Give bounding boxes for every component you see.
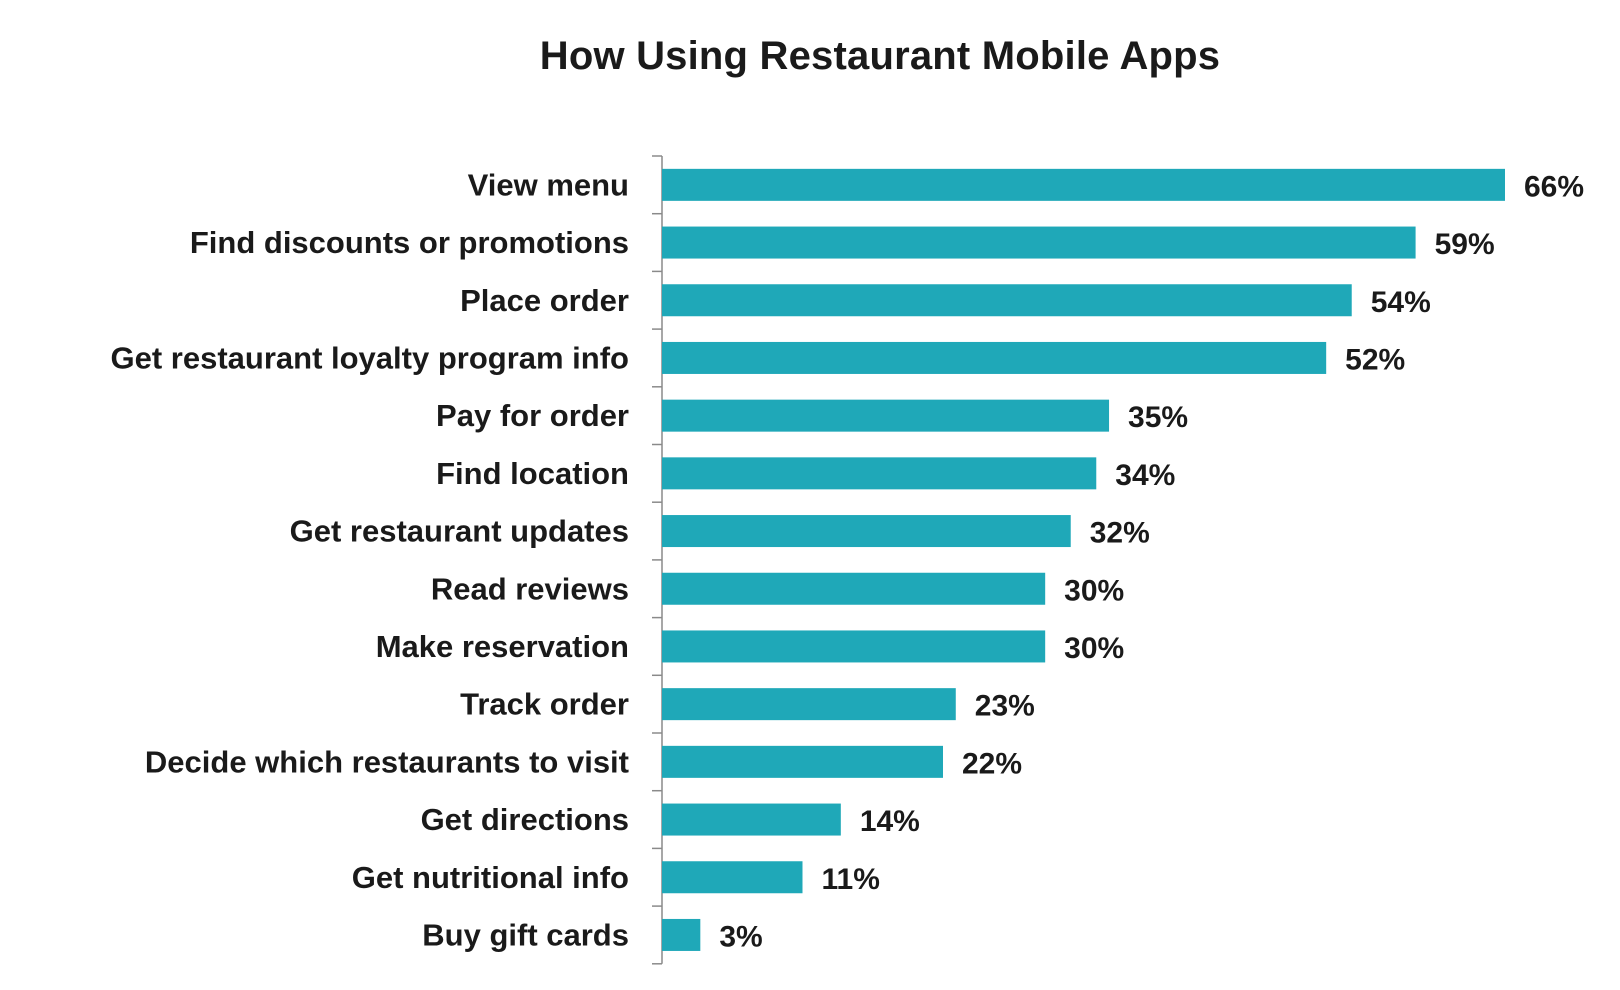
value-label: 23% — [975, 690, 1035, 723]
category-labels: View menu Find discounts or promotions Pla… — [111, 167, 630, 952]
category-label: Find location — [436, 456, 629, 491]
value-label: 30% — [1064, 574, 1124, 607]
category-label: Get restaurant updates — [290, 514, 629, 549]
bar — [662, 168, 1505, 201]
bar — [662, 745, 943, 778]
value-label: 52% — [1345, 343, 1405, 376]
category-label: View menu — [468, 167, 629, 202]
category-label: Make reservation — [376, 629, 629, 664]
bar — [662, 284, 1352, 317]
value-label: 11% — [822, 863, 880, 896]
value-label: 14% — [860, 805, 920, 838]
category-label: Buy gift cards — [422, 917, 629, 952]
bar — [662, 399, 1110, 432]
bar — [662, 918, 701, 951]
category-label: Place order — [460, 283, 629, 318]
value-label: 35% — [1128, 401, 1188, 434]
value-label: 32% — [1090, 517, 1150, 550]
value-label: 66% — [1524, 170, 1584, 203]
category-label: Get nutritional info — [352, 860, 629, 895]
bar — [662, 341, 1327, 374]
category-label: Track order — [460, 687, 629, 722]
value-label: 3% — [719, 920, 762, 953]
category-label: Read reviews — [431, 571, 629, 606]
bars-layer — [662, 168, 1505, 951]
bar — [662, 226, 1416, 259]
category-label: Get restaurant loyalty program info — [111, 340, 630, 375]
bar — [662, 861, 803, 894]
value-label: 22% — [962, 747, 1022, 780]
value-label: 34% — [1115, 459, 1175, 492]
bar — [662, 572, 1046, 605]
value-label: 59% — [1435, 228, 1495, 261]
category-label: Find discounts or promotions — [190, 225, 629, 260]
bar — [662, 515, 1071, 548]
category-label: Get directions — [421, 802, 629, 837]
bar — [662, 457, 1097, 490]
chart-title: How Using Restaurant Mobile Apps — [539, 34, 1221, 78]
bar — [662, 803, 841, 836]
value-label: 30% — [1064, 632, 1124, 665]
bar — [662, 630, 1046, 663]
axis-layer — [652, 155, 663, 965]
category-label: Pay for order — [436, 398, 629, 433]
value-labels: 66% 59%54% 52% 35% 34% 32% 30% 30% 23% 22% 14% 11% 3… — [719, 170, 1584, 953]
category-label: Decide which restaurants to visit — [145, 744, 629, 779]
value-label: 54% — [1371, 286, 1431, 319]
bar — [662, 688, 956, 721]
